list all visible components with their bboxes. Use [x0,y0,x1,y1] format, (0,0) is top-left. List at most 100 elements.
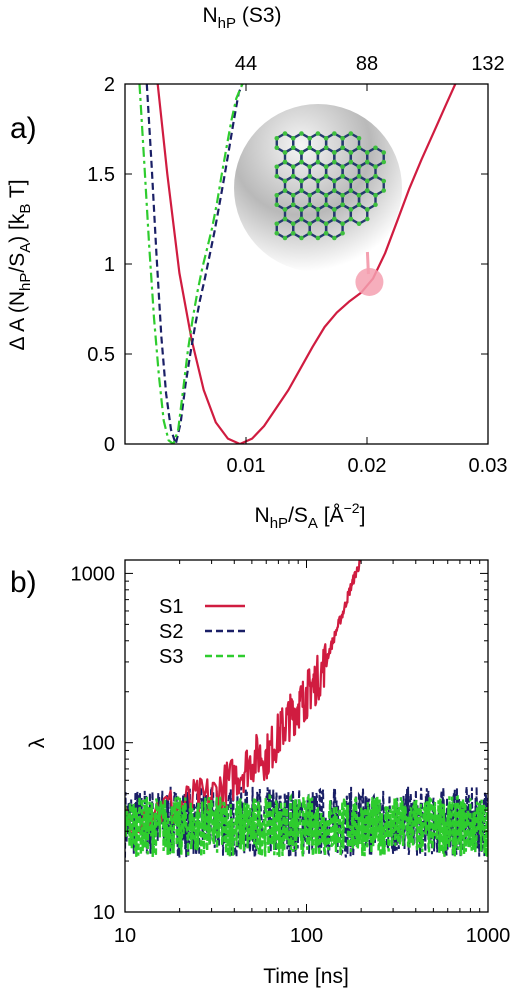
atom [299,159,304,165]
atom [282,131,288,136]
panel-b-x-axis-label: Time [ns] [263,965,349,988]
atom [332,207,337,212]
atom [307,173,312,179]
atom [299,188,304,193]
atom [332,216,337,222]
atom [340,173,345,179]
atom [274,145,280,151]
atom [307,202,312,208]
panel-a-top-axis-label: NhP (S3) [202,4,281,32]
panel-a-label: a) [10,112,37,145]
atom [315,235,321,241]
panel-a-y-axis-label: Δ A (NhP/SA) [kB T] [6,179,34,350]
atom [356,145,362,151]
atom [348,159,354,165]
y-tick-label: 1000 [71,563,116,585]
y-tick-label: 2 [104,74,115,96]
atom [290,202,296,208]
atom [348,178,354,184]
atom [282,216,288,222]
atom [348,216,354,222]
atom [381,178,387,184]
top-x-tick-label: 132 [471,53,504,75]
atom [340,145,345,151]
atom [274,164,280,170]
free-energy-curve-s1 [156,84,457,444]
atom [364,178,370,184]
y-tick-label: 0 [104,434,115,456]
atom [274,230,280,236]
atom [274,173,280,179]
atom [373,173,378,179]
atom [282,159,288,165]
atom [348,131,354,136]
atom [307,135,312,141]
atom [348,150,354,155]
atom [356,202,362,208]
atom [323,192,329,198]
atom [274,221,280,227]
atom [332,188,337,193]
atom [299,216,304,222]
x-tick-label: 0.02 [348,455,387,477]
atom [282,188,288,193]
x-tick-label: 0.03 [469,455,508,477]
atom [356,192,362,198]
atom [315,216,321,222]
legend-label-s3: S3 [159,646,183,668]
atom [307,164,312,170]
top-x-tick-label: 88 [356,53,378,75]
atom [323,135,329,141]
atom [340,202,345,208]
atom [332,159,337,165]
atom [373,145,378,151]
atom [315,159,321,165]
atom [348,207,354,212]
atom [299,131,304,136]
atom [307,145,312,151]
atom [323,230,329,236]
sphere-inset-illustration [234,104,402,272]
atom [290,192,296,198]
atom [340,164,345,170]
atom [381,159,387,165]
atom [299,235,304,241]
atom [274,135,280,141]
highlight-marker [355,268,384,296]
atom [356,135,362,141]
atom [274,192,280,198]
panel-a-curves [138,84,457,444]
atom [364,207,370,212]
y-tick-label: 10 [93,902,115,924]
atom [315,131,321,136]
atom [340,192,345,198]
panel-b-label: b) [10,566,37,599]
legend-label-s1: S1 [159,596,183,618]
atom [373,202,378,208]
atom [364,216,370,222]
atom [315,150,321,155]
atom [274,202,280,208]
y-tick-label: 100 [82,733,115,755]
atom [299,178,304,184]
lambda-curve-s3 [125,792,488,857]
atom [315,188,321,193]
atom [340,135,345,141]
lambda-curve-s1 [125,560,362,838]
atom [340,221,345,227]
free-energy-curve-s3 [138,84,244,444]
atom [323,173,329,179]
atom [307,230,312,236]
panel-a: a) NhP (S3) NhP/SA [Å−2] Δ A (NhP/SA) [k… [6,4,507,532]
x-tick-label: 100 [290,925,323,947]
atom [323,221,329,227]
atom [356,173,362,179]
x-tick-label: 1000 [466,925,511,947]
panel-b-curves [125,560,488,859]
atom [373,164,378,170]
y-tick-label: 1 [104,254,115,276]
legend-label-s2: S2 [159,621,183,643]
y-tick-label: 1.5 [87,164,115,186]
atom [348,188,354,193]
legend: S1 S2 S3 [159,596,245,668]
